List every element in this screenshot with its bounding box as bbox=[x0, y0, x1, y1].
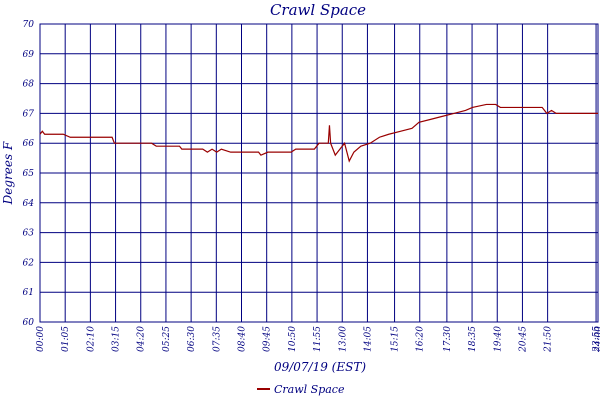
x-tick-label: 00:00 bbox=[36, 326, 46, 352]
x-tick-label: 17:30 bbox=[443, 326, 453, 352]
chart-title: Crawl Space bbox=[270, 1, 366, 19]
x-tick-label: 02:10 bbox=[86, 326, 96, 352]
x-tick-label: 18:35 bbox=[468, 326, 478, 352]
x-tick-label: 01:05 bbox=[61, 326, 71, 352]
x-tick-label: 24:00 bbox=[594, 326, 600, 353]
y-tick-label: 65 bbox=[23, 169, 35, 179]
x-axis-label: 09/07/19 (EST) bbox=[274, 360, 366, 374]
y-tick-label: 66 bbox=[23, 139, 35, 149]
x-tick-label: 23:55 bbox=[592, 326, 600, 353]
x-tick-label: 20:45 bbox=[518, 326, 528, 353]
x-tick-label: 08:40 bbox=[238, 326, 248, 352]
x-tick-label: 11:55 bbox=[313, 326, 323, 352]
x-tick-label: 07:35 bbox=[212, 326, 222, 352]
x-tick-label: 15:15 bbox=[391, 326, 401, 352]
y-axis-label: Degrees F bbox=[1, 141, 15, 205]
y-tick-label: 67 bbox=[23, 109, 35, 119]
y-tick-label: 69 bbox=[23, 50, 35, 60]
x-tick-label: 06:30 bbox=[187, 326, 197, 352]
y-tick-label: 62 bbox=[23, 258, 35, 268]
x-tick-label: 03:15 bbox=[112, 326, 122, 352]
y-tick-label: 68 bbox=[23, 80, 35, 90]
x-tick-label: 05:25 bbox=[162, 326, 172, 352]
x-tick-label: 04:20 bbox=[137, 326, 147, 352]
x-tick-label: 21:50 bbox=[544, 326, 554, 353]
y-tick-label: 61 bbox=[23, 288, 34, 298]
y-tick-label: 70 bbox=[23, 20, 35, 30]
x-tick-label: 13:00 bbox=[338, 326, 348, 352]
x-tick-label: 10:50 bbox=[288, 326, 298, 352]
x-tick-label: 09:45 bbox=[263, 326, 273, 352]
x-tick-label: 14:05 bbox=[363, 326, 373, 352]
x-tick-label: 19:40 bbox=[493, 326, 503, 352]
data-line bbox=[39, 103, 598, 163]
legend-label: Crawl Space bbox=[274, 383, 345, 396]
x-tick-label: 16:20 bbox=[416, 326, 426, 352]
y-tick-label: 64 bbox=[23, 199, 35, 209]
y-tick-label: 63 bbox=[23, 229, 35, 239]
y-tick-label: 60 bbox=[23, 318, 35, 328]
